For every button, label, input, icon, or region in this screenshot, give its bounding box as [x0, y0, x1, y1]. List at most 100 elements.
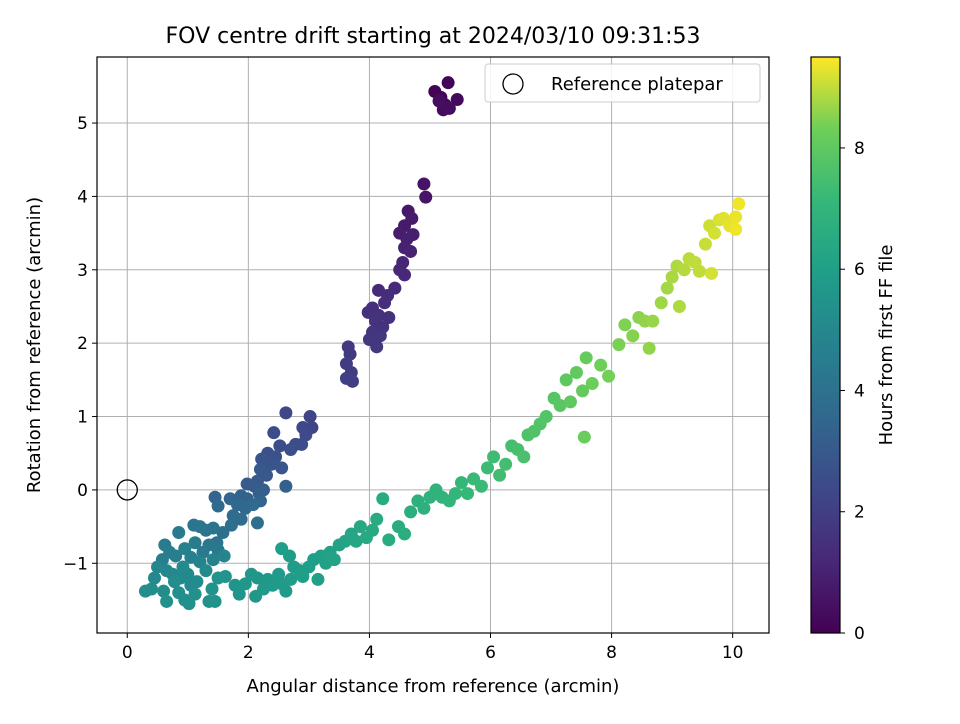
data-point	[660, 281, 674, 295]
data-point	[216, 525, 230, 539]
colorbar-tick-label: 8	[854, 139, 865, 159]
colorbar-ticks: 0 2 4 6 8	[840, 139, 865, 644]
data-point	[224, 518, 238, 532]
data-point	[275, 542, 289, 556]
data-point	[618, 318, 632, 332]
data-point	[279, 479, 293, 493]
data-point	[499, 457, 513, 471]
data-point	[450, 93, 464, 107]
data-point	[234, 512, 248, 526]
data-point	[187, 518, 201, 532]
legend-marker-icon	[502, 73, 524, 95]
x-tick-label: 0	[122, 643, 133, 663]
legend-label: Reference platepar	[551, 74, 723, 95]
data-point	[493, 468, 507, 482]
data-point	[432, 94, 446, 108]
colorbar-tick-label: 6	[854, 260, 865, 280]
data-point	[454, 476, 468, 490]
plot-frame	[96, 56, 770, 634]
data-point	[246, 498, 260, 512]
data-point	[169, 549, 183, 563]
y-tick-label: −1	[63, 554, 88, 574]
data-point	[594, 358, 608, 372]
data-point	[284, 572, 298, 586]
data-point	[708, 226, 722, 240]
data-point	[250, 516, 264, 530]
data-point	[273, 439, 287, 453]
x-tick-label: 10	[722, 643, 744, 663]
data-point	[296, 570, 310, 584]
data-point	[517, 450, 531, 464]
data-point	[704, 266, 718, 280]
data-point	[448, 487, 462, 501]
data-point	[148, 571, 162, 585]
y-tick-label: 4	[77, 187, 88, 207]
data-point	[267, 426, 281, 440]
data-point	[672, 299, 686, 313]
data-point	[279, 406, 293, 420]
data-point	[349, 534, 363, 548]
data-point	[559, 373, 573, 387]
colorbar-tick-label: 4	[854, 381, 865, 401]
legend: Reference platepar	[484, 63, 761, 103]
y-tick-label: 0	[77, 481, 88, 501]
data-point	[238, 577, 252, 591]
x-tick-label: 8	[606, 643, 617, 663]
data-point	[160, 594, 174, 608]
data-point	[361, 305, 375, 319]
data-point	[157, 584, 171, 598]
data-point	[190, 575, 204, 589]
data-point	[579, 351, 593, 365]
data-point	[602, 369, 616, 383]
y-axis-ticks: −1 0 1 2 3 4 5	[63, 114, 97, 574]
reference-marker	[116, 479, 138, 501]
x-tick-label: 2	[243, 643, 254, 663]
y-tick-label: 5	[77, 114, 88, 134]
data-point	[553, 399, 567, 413]
data-point	[250, 571, 264, 585]
y-axis-label: Rotation from reference (arcmin)	[24, 197, 45, 493]
data-point	[569, 366, 583, 380]
data-point	[654, 296, 668, 310]
x-axis-ticks: 0 2 4 6 8 10	[122, 633, 744, 663]
y-tick-label: 1	[77, 408, 88, 428]
data-point	[729, 210, 743, 224]
data-point	[382, 310, 396, 324]
data-point	[398, 527, 412, 541]
data-point	[729, 222, 743, 236]
data-point	[585, 377, 599, 391]
data-point	[172, 525, 186, 539]
data-point	[442, 101, 456, 115]
y-tick-label: 2	[77, 334, 88, 354]
data-point	[732, 197, 746, 211]
data-point	[211, 499, 225, 513]
data-point	[284, 443, 298, 457]
data-point	[677, 263, 691, 277]
colorbar-label: Hours from first FF file	[876, 245, 897, 446]
colorbar-tick-label: 0	[854, 624, 865, 644]
data-point	[327, 553, 341, 567]
data-point	[539, 410, 553, 424]
data-point	[404, 505, 418, 519]
data-point	[206, 553, 220, 567]
data-point	[461, 487, 475, 501]
y-tick-label: 3	[77, 261, 88, 281]
data-point	[665, 270, 679, 284]
data-point	[188, 536, 202, 550]
data-point	[577, 430, 591, 444]
x-tick-label: 4	[364, 643, 375, 663]
data-point	[642, 341, 656, 355]
data-point	[626, 329, 640, 343]
data-point	[404, 244, 418, 258]
data-point	[303, 410, 317, 424]
data-point	[698, 237, 712, 251]
data-point	[264, 457, 278, 471]
data-point	[441, 76, 455, 90]
data-point	[474, 479, 488, 493]
data-point	[382, 533, 396, 547]
chart-title: FOV centre drift starting at 2024/03/10 …	[166, 24, 701, 49]
legend-box	[484, 63, 761, 103]
data-point	[373, 329, 387, 343]
